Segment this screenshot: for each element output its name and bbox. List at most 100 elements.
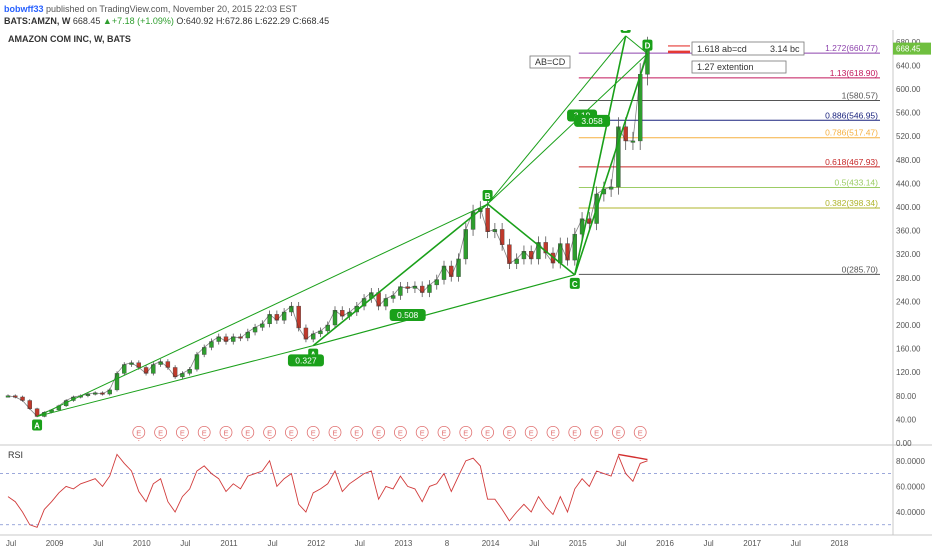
y-tick-label: 360.00 — [896, 227, 921, 236]
pattern-point-label: D — [645, 42, 651, 51]
pattern-line-bd2 — [487, 53, 648, 205]
earnings-marker-label: E — [398, 428, 403, 437]
pattern-point-label: B — [485, 192, 491, 201]
ratio-label-ab: 0.327 — [295, 355, 317, 365]
earnings-marker-label: E — [638, 428, 643, 437]
author-link[interactable]: bobwff33 — [4, 4, 44, 14]
ratio-label-bd: 3.058 — [581, 116, 603, 126]
earnings-marker[interactable] — [241, 425, 255, 439]
high-value: 672.86 — [224, 16, 253, 26]
earnings-marker[interactable] — [612, 425, 625, 439]
earnings-marker[interactable] — [633, 425, 647, 439]
earnings-marker-label: E — [354, 428, 359, 437]
annotation-box — [691, 41, 805, 56]
x-tick-label: 2010 — [133, 539, 151, 548]
earnings-marker-label: E — [223, 428, 228, 437]
fib-level-label: 0(285.70) — [842, 264, 879, 274]
x-tick-label: 2017 — [743, 539, 761, 548]
earnings-marker[interactable] — [481, 425, 495, 439]
x-tick-label: Jul — [355, 539, 365, 548]
x-tick-label: 2016 — [656, 539, 674, 548]
y-tick-label: 80.00 — [896, 392, 917, 401]
x-tick-label: 2012 — [307, 539, 325, 548]
y-tick-label: 0.00 — [896, 439, 912, 448]
y-tick-label: 200.00 — [896, 321, 921, 330]
x-tick-label: Jul — [616, 539, 626, 548]
earnings-marker[interactable] — [263, 425, 277, 439]
fib-level-label: 1(580.57) — [842, 90, 879, 100]
x-tick-label: 2015 — [569, 539, 587, 548]
ratio-label-ab-bg — [287, 354, 324, 367]
low-label: L: — [254, 16, 263, 26]
rsi-y-tick-label: 40.0000 — [896, 508, 925, 517]
open-label: O: — [176, 16, 186, 26]
annotation-extension-box — [691, 60, 787, 74]
pattern-line-ac — [313, 274, 575, 347]
x-tick-label: Jul — [6, 539, 16, 548]
open-value: 640.92 — [185, 16, 214, 26]
earnings-marker-label: E — [289, 428, 294, 437]
fib-level-label: 0.382(398.34) — [825, 198, 878, 208]
chart-title: AMAZON COM INC, W, BATS — [8, 34, 131, 44]
pattern-point-label: D — [623, 30, 629, 33]
annotation-bc: 3.14 bc — [770, 44, 800, 54]
earnings-marker[interactable] — [197, 425, 211, 439]
low-value: 622.29 — [262, 16, 291, 26]
y-tick-label: 520.00 — [896, 132, 921, 141]
earnings-marker[interactable] — [502, 425, 516, 439]
earnings-marker-label: E — [420, 428, 425, 437]
annotation-ab-cd: 1.618 ab=cd — [697, 44, 747, 54]
earnings-marker-label: E — [507, 428, 512, 437]
pattern-point-label: A — [34, 421, 40, 430]
y-tick-label: 400.00 — [896, 203, 921, 212]
y-tick-label: 40.00 — [896, 415, 917, 424]
price-tag-label: 668.45 — [896, 45, 921, 54]
x-tick-label: Jul — [267, 539, 277, 548]
x-tick-label: Jul — [703, 539, 713, 548]
close-label: C: — [292, 16, 302, 26]
earnings-marker[interactable] — [372, 425, 386, 439]
earnings-marker[interactable] — [154, 425, 168, 439]
x-tick-label: 2009 — [46, 539, 64, 548]
last-price: 668.45 — [72, 16, 101, 26]
x-tick-label: 2013 — [395, 539, 413, 548]
y-tick-label: 680.00 — [896, 38, 921, 47]
earnings-marker[interactable] — [328, 425, 342, 439]
ratio-label-ac: 0.508 — [397, 310, 419, 320]
rsi-y-tick-label: 60.0000 — [896, 482, 925, 491]
earnings-marker[interactable] — [132, 425, 146, 439]
rsi-divergence-line — [618, 453, 648, 461]
earnings-marker-label: E — [332, 428, 337, 437]
close-value: 668.45 — [301, 16, 330, 26]
y-tick-label: 440.00 — [896, 179, 921, 188]
y-tick-label: 600.00 — [896, 85, 921, 94]
earnings-marker[interactable] — [350, 425, 364, 439]
earnings-marker[interactable] — [175, 425, 189, 439]
earnings-marker[interactable] — [393, 425, 407, 439]
earnings-marker[interactable] — [568, 425, 582, 439]
x-tick-label: 2011 — [220, 539, 238, 548]
earnings-marker[interactable] — [219, 425, 233, 439]
pattern-point-marker — [482, 190, 493, 202]
pattern-line-xb — [36, 203, 488, 417]
x-tick-label: 2014 — [482, 539, 500, 548]
price-tag-bg — [893, 42, 931, 55]
x-tick-label: Jul — [180, 539, 190, 548]
price-chart[interactable]: AMAZON COM INC, W, BATS 680.00 640.00 600.0… — [0, 30, 932, 550]
earnings-marker[interactable] — [590, 425, 603, 439]
earnings-marker[interactable] — [546, 425, 560, 439]
earnings-marker[interactable] — [524, 425, 538, 439]
pattern-line-bd — [487, 35, 627, 205]
y-tick-label: 120.00 — [896, 368, 921, 377]
earnings-marker[interactable] — [306, 425, 320, 439]
earnings-marker[interactable] — [459, 425, 473, 439]
x-tick-label: Jul — [93, 539, 103, 548]
earnings-marker[interactable] — [284, 425, 298, 439]
fib-level-label: 1.13(618.90) — [830, 68, 878, 78]
y-tick-label: 560.00 — [896, 109, 921, 118]
earnings-marker[interactable] — [415, 425, 429, 439]
earnings-marker-label: E — [158, 428, 163, 437]
y-tick-label: 240.00 — [896, 297, 921, 306]
earnings-marker[interactable] — [437, 425, 451, 439]
earnings-marker-label: E — [136, 428, 141, 437]
